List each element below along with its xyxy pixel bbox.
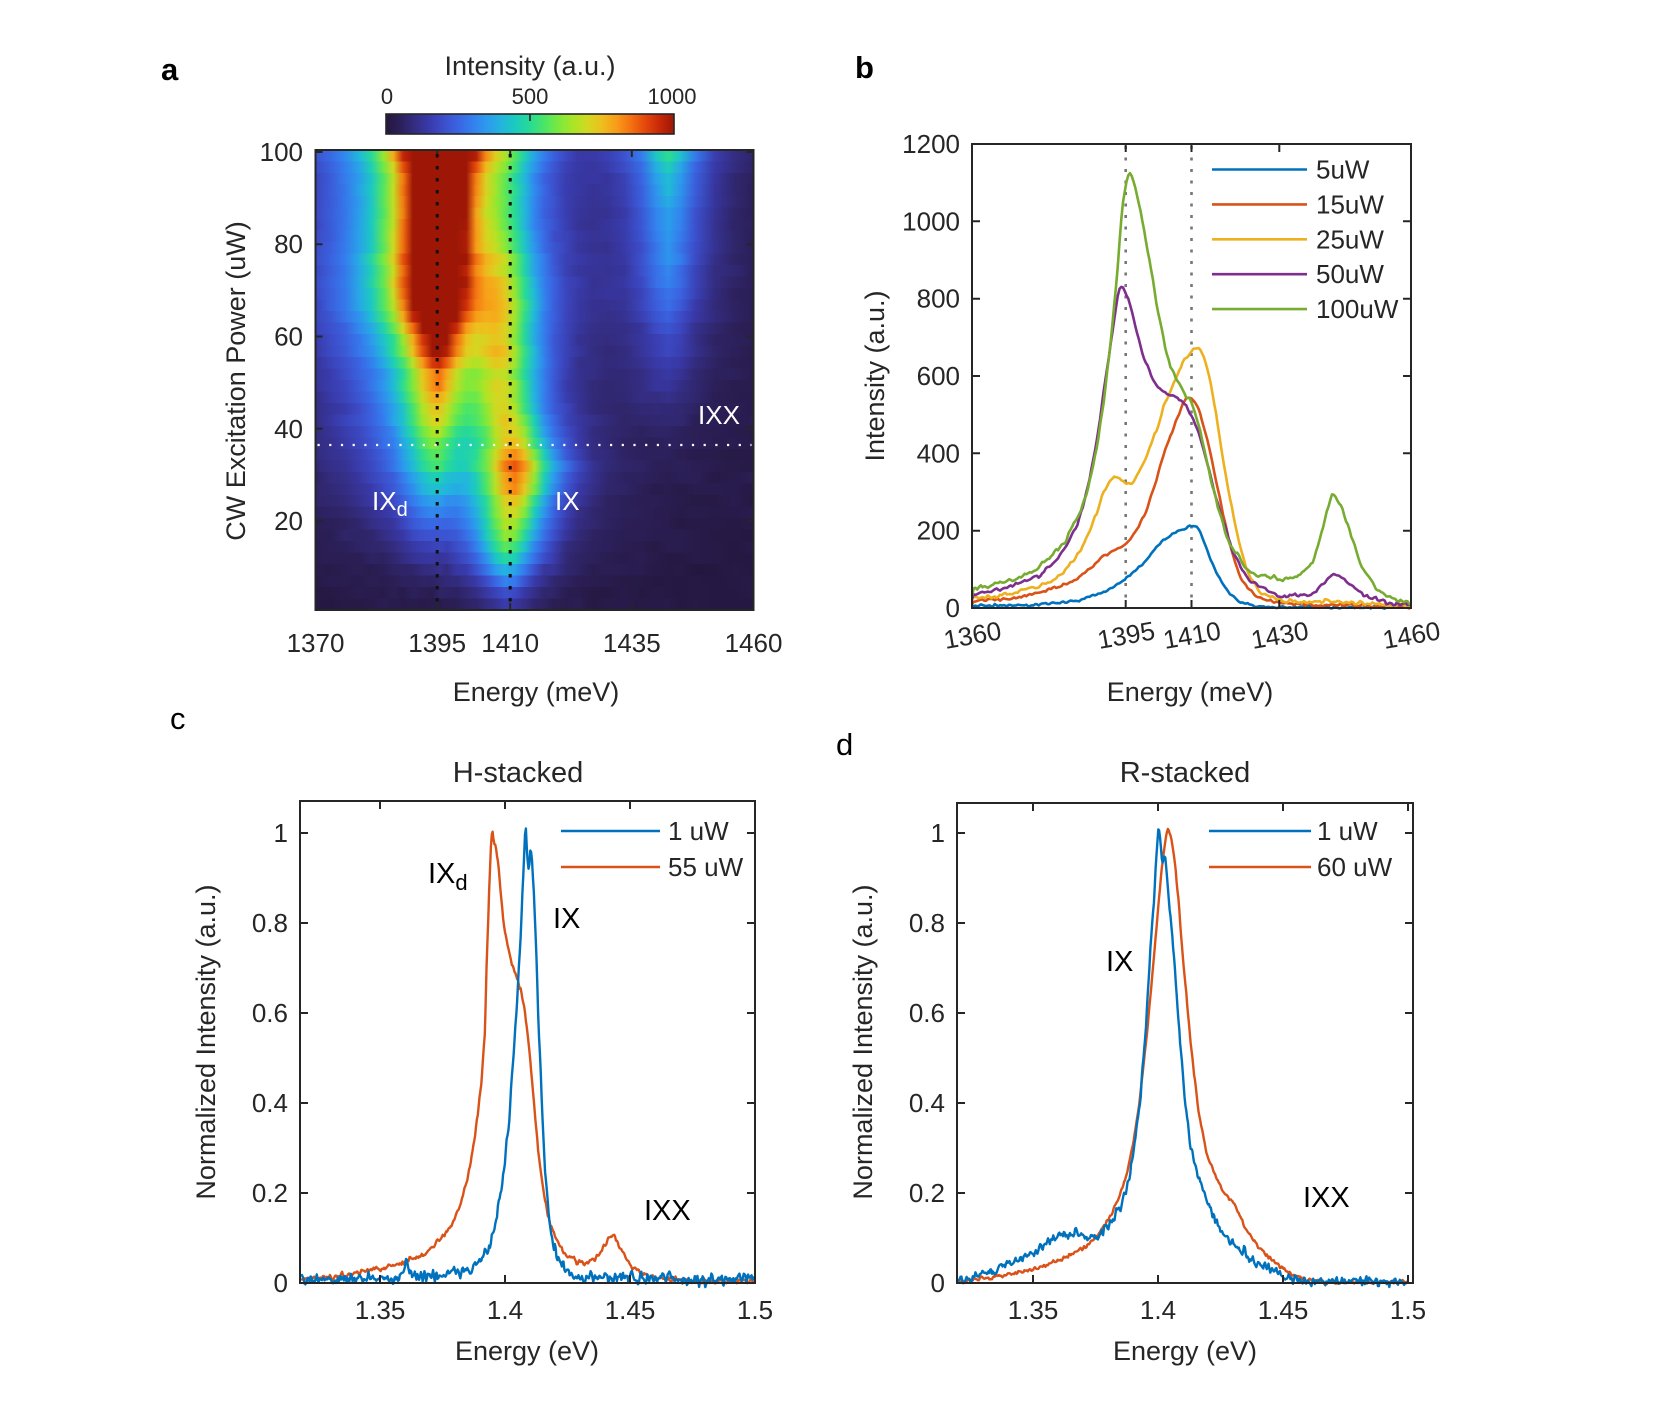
- svg-text:Energy (eV): Energy (eV): [1113, 1336, 1257, 1366]
- svg-text:IX: IX: [553, 903, 580, 935]
- svg-text:0.6: 0.6: [252, 998, 288, 1028]
- svg-text:0.2: 0.2: [252, 1178, 288, 1208]
- svg-text:Normalized Intensity (a.u.): Normalized Intensity (a.u.): [191, 884, 221, 1199]
- svg-text:1460: 1460: [725, 628, 783, 658]
- svg-text:500: 500: [512, 84, 549, 109]
- svg-text:0.8: 0.8: [909, 908, 945, 938]
- svg-text:1200: 1200: [902, 129, 960, 159]
- svg-text:1: 1: [931, 818, 945, 848]
- svg-text:1.45: 1.45: [1258, 1295, 1309, 1325]
- svg-text:100uW: 100uW: [1316, 294, 1399, 324]
- svg-text:IX: IX: [555, 486, 580, 516]
- svg-text:1 uW: 1 uW: [1317, 816, 1378, 846]
- svg-text:IXX: IXX: [1303, 1182, 1350, 1214]
- svg-text:80: 80: [274, 229, 303, 259]
- svg-text:0.4: 0.4: [909, 1088, 945, 1118]
- svg-text:0: 0: [931, 1268, 945, 1298]
- svg-text:55 uW: 55 uW: [668, 852, 744, 882]
- svg-text:15uW: 15uW: [1316, 189, 1384, 219]
- svg-text:1.5: 1.5: [737, 1295, 773, 1325]
- svg-text:Energy (meV): Energy (meV): [1107, 677, 1274, 707]
- svg-text:1000: 1000: [902, 206, 960, 236]
- svg-text:Energy (eV): Energy (eV): [455, 1336, 599, 1366]
- svg-text:b: b: [855, 50, 874, 85]
- svg-text:1.4: 1.4: [1140, 1295, 1176, 1325]
- svg-text:1 uW: 1 uW: [668, 816, 729, 846]
- svg-text:100: 100: [260, 137, 303, 167]
- svg-text:1.5: 1.5: [1390, 1295, 1426, 1325]
- svg-text:800: 800: [917, 284, 960, 314]
- svg-text:IX: IX: [1106, 946, 1133, 978]
- svg-text:20: 20: [274, 506, 303, 536]
- svg-text:600: 600: [917, 361, 960, 391]
- svg-text:a: a: [161, 52, 179, 87]
- svg-text:IXX: IXX: [698, 400, 740, 430]
- svg-text:0: 0: [381, 84, 393, 109]
- svg-text:IXX: IXX: [644, 1195, 691, 1227]
- svg-text:1395: 1395: [408, 628, 466, 658]
- svg-text:0: 0: [946, 593, 960, 623]
- svg-text:40: 40: [274, 414, 303, 444]
- svg-text:Energy (meV): Energy (meV): [453, 677, 620, 707]
- svg-text:Intensity (a.u.): Intensity (a.u.): [444, 51, 615, 81]
- svg-text:25uW: 25uW: [1316, 224, 1384, 254]
- svg-text:1000: 1000: [648, 84, 697, 109]
- svg-text:Intensity (a.u.): Intensity (a.u.): [860, 290, 890, 461]
- svg-text:1.4: 1.4: [487, 1295, 523, 1325]
- svg-text:200: 200: [917, 516, 960, 546]
- svg-text:H-stacked: H-stacked: [453, 757, 584, 789]
- svg-text:1435: 1435: [603, 628, 661, 658]
- svg-text:1: 1: [274, 818, 288, 848]
- svg-text:d: d: [836, 727, 853, 762]
- svg-text:400: 400: [917, 438, 960, 468]
- svg-text:1.35: 1.35: [355, 1295, 406, 1325]
- svg-text:5uW: 5uW: [1316, 155, 1370, 185]
- svg-text:0.2: 0.2: [909, 1178, 945, 1208]
- svg-text:1.35: 1.35: [1008, 1295, 1059, 1325]
- svg-text:0: 0: [274, 1268, 288, 1298]
- svg-text:0.4: 0.4: [252, 1088, 288, 1118]
- svg-text:Normalized Intensity (a.u.): Normalized Intensity (a.u.): [848, 884, 878, 1199]
- svg-text:50uW: 50uW: [1316, 259, 1384, 289]
- svg-text:1.45: 1.45: [605, 1295, 656, 1325]
- svg-text:0.8: 0.8: [252, 908, 288, 938]
- svg-text:60: 60: [274, 322, 303, 352]
- svg-text:0.6: 0.6: [909, 998, 945, 1028]
- svg-text:60 uW: 60 uW: [1317, 852, 1393, 882]
- svg-text:1410: 1410: [481, 628, 539, 658]
- svg-text:1370: 1370: [287, 628, 345, 658]
- svg-text:c: c: [170, 701, 186, 736]
- svg-text:R-stacked: R-stacked: [1120, 757, 1251, 789]
- svg-text:CW Excitation Power (uW): CW Excitation Power (uW): [221, 221, 251, 541]
